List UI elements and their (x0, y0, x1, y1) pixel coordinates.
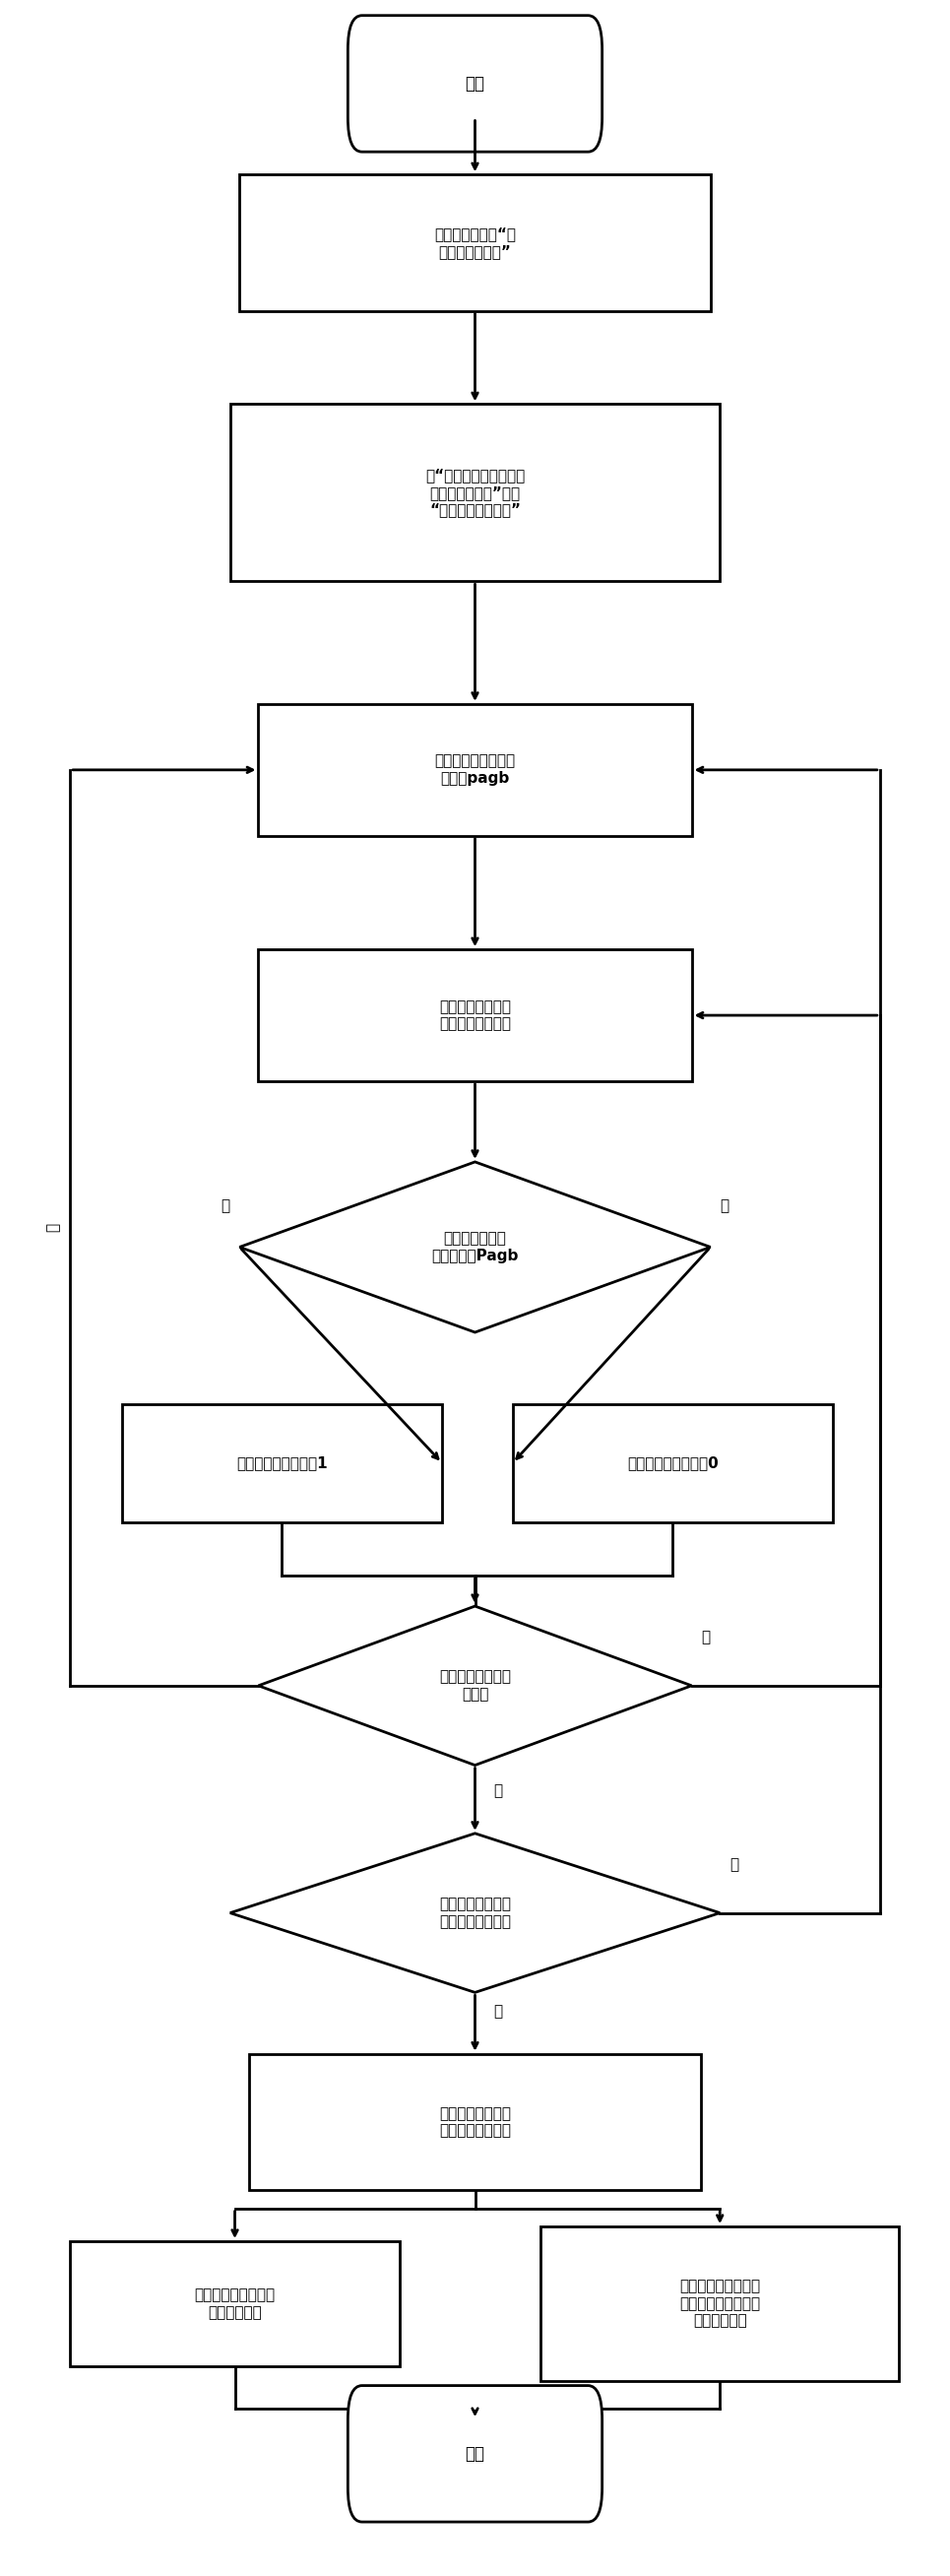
Text: 查阅某一能量区间内
的所有安装角: 查阅某一能量区间内 的所有安装角 (195, 2287, 275, 2321)
Text: 绘制不同能量区间
百分比的等高线图: 绘制不同能量区间 百分比的等高线图 (439, 2107, 511, 2138)
Text: 是: 是 (221, 1198, 230, 1213)
Bar (239, 175, 711, 312)
Text: 否: 否 (730, 1857, 738, 1873)
Bar (541, 2226, 899, 2380)
Bar (122, 1404, 442, 1522)
Text: 所述安装角被标记为0: 所述安装角被标记为0 (627, 1455, 718, 1471)
Text: 是否计算完所关注
的能量区间百分比: 是否计算完所关注 的能量区间百分比 (439, 1896, 511, 1929)
FancyBboxPatch shape (348, 2385, 602, 2522)
Text: 给定某一个能量区间
百分比pagb: 给定某一个能量区间 百分比pagb (434, 755, 516, 786)
Bar (258, 951, 692, 1082)
Polygon shape (230, 1834, 720, 1991)
Polygon shape (239, 1162, 711, 1332)
Text: 将“当地全年最佳安装角
和能量区间系数”输入
“改进能量区间模型”: 将“当地全年最佳安装角 和能量区间系数”输入 “改进能量区间模型” (426, 469, 524, 518)
Text: 是: 是 (494, 1783, 503, 1798)
Bar (230, 404, 720, 582)
Text: 已知某倾斜面的安装
角，查阅它对应的能
量区间百分比: 已知某倾斜面的安装 角，查阅它对应的能 量区间百分比 (679, 2280, 760, 2329)
Bar (249, 2053, 701, 2190)
Text: 结束: 结束 (465, 2445, 484, 2463)
Text: 否: 否 (46, 1224, 61, 1231)
Text: 是否计算完所有的
安装角: 是否计算完所有的 安装角 (439, 1669, 511, 1703)
Polygon shape (258, 1605, 692, 1765)
Text: 否: 否 (701, 1631, 710, 1643)
Text: 将当地纬度输入“改
进能量区间模型”: 将当地纬度输入“改 进能量区间模型” (434, 227, 516, 258)
Text: 否: 否 (720, 1198, 729, 1213)
Text: 计算结果是否不
小于给定的Pagb: 计算结果是否不 小于给定的Pagb (431, 1231, 519, 1262)
Bar (70, 2241, 400, 2367)
Text: 是: 是 (494, 2004, 503, 2020)
Text: 开始: 开始 (465, 75, 484, 93)
Text: 所述安装角被标记为1: 所述安装角被标记为1 (237, 1455, 328, 1471)
Bar (513, 1404, 833, 1522)
Bar (258, 703, 692, 835)
Text: 将拟应用的安装角
代入所述计算模型: 将拟应用的安装角 代入所述计算模型 (439, 999, 511, 1030)
FancyBboxPatch shape (348, 15, 602, 152)
